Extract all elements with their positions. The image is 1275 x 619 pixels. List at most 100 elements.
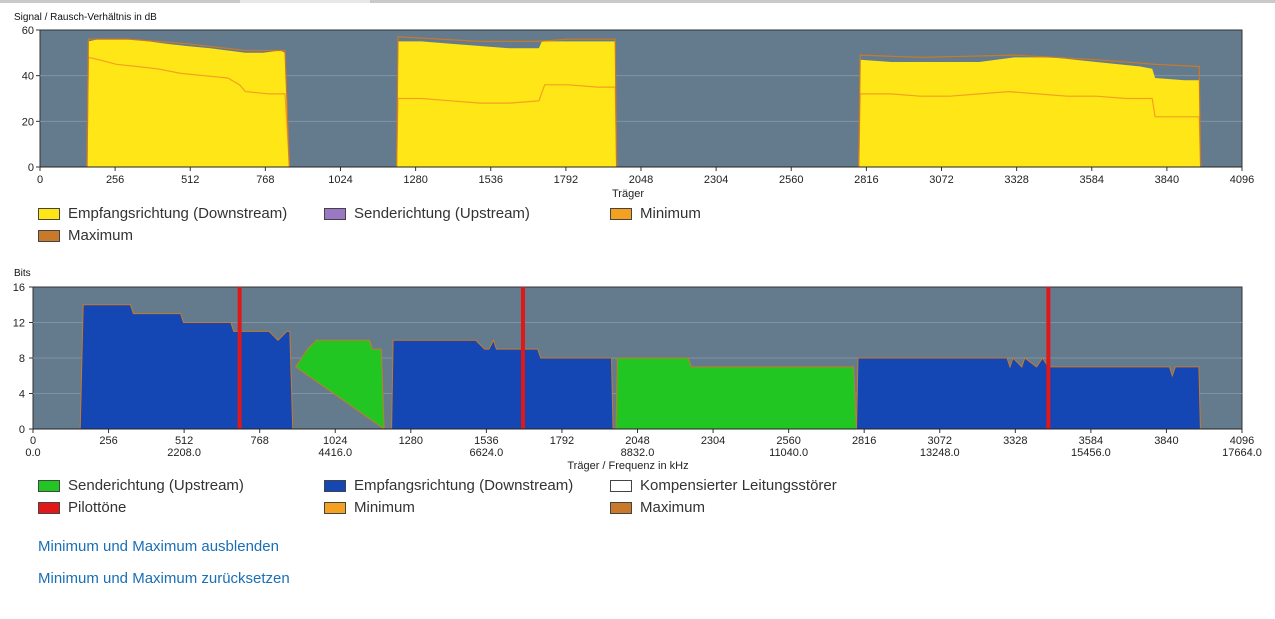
y-tick-label: 20 [22, 116, 34, 128]
bits-upstream-area [295, 339, 385, 430]
legend-label: Senderichtung (Upstream) [68, 477, 244, 494]
legend-swatch [38, 479, 60, 492]
y-tick-label: 60 [22, 25, 34, 37]
legend-item-downstream: Empfangsrichtung (Downstream) [38, 205, 287, 222]
legend-swatch [38, 501, 60, 514]
legend-label: Empfangsrichtung (Downstream) [68, 205, 288, 222]
x-tick-label-khz: 0.0 [25, 447, 40, 459]
bits-chart-title: Bits [14, 268, 31, 279]
x-tick-label-khz: 17664.0 [1222, 447, 1262, 459]
snr-downstream-area [858, 57, 1201, 167]
legend-swatch [38, 207, 60, 220]
x-tick-label: 768 [251, 435, 269, 447]
tab-segment [370, 0, 1275, 3]
x-tick-label: 1280 [399, 435, 423, 447]
x-tick-label: 256 [99, 435, 117, 447]
legend-item-maximum: Maximum [38, 227, 133, 244]
y-tick-label: 40 [22, 71, 34, 83]
x-tick-label: 512 [181, 174, 199, 186]
x-tick-label: 2304 [701, 435, 725, 447]
x-tick-label: 3840 [1155, 174, 1179, 186]
bits-x-axis-label: Träger / Frequenz in kHz [567, 460, 688, 472]
x-tick-label: 3328 [1003, 435, 1027, 447]
tab-segment [0, 0, 240, 3]
x-tick-label: 1792 [554, 174, 578, 186]
reset-minmax-link[interactable]: Minimum und Maximum zurücksetzen [38, 570, 290, 587]
snr-downstream-area [87, 39, 290, 167]
x-tick-label: 2304 [704, 174, 728, 186]
legend-swatch [610, 501, 632, 514]
x-tick-label-khz: 11040.0 [769, 447, 808, 459]
x-tick-label: 1280 [403, 174, 427, 186]
x-tick-label: 3072 [929, 174, 953, 186]
legend-swatch [610, 479, 632, 492]
legend-label: Empfangsrichtung (Downstream) [354, 477, 574, 494]
x-tick-label: 3584 [1079, 435, 1103, 447]
legend-label: Minimum [640, 205, 701, 222]
snr-minimum-line [858, 90, 1202, 168]
x-tick-label: 1792 [550, 435, 574, 447]
x-tick-label: 2560 [776, 435, 800, 447]
snr-minimum-line [396, 84, 618, 168]
x-tick-label-khz: 8832.0 [621, 447, 655, 459]
x-tick-label: 2816 [854, 174, 878, 186]
legend-item-maximum: Maximum [610, 499, 705, 516]
y-tick-label: 16 [13, 282, 25, 294]
snr-maximum-line [858, 54, 1202, 168]
legend-swatch [324, 479, 346, 492]
snr-downstream-area [396, 41, 617, 167]
x-tick-label: 2048 [629, 174, 653, 186]
legend-item-minimum: Minimum [324, 499, 415, 516]
legend-item-upstream: Senderichtung (Upstream) [38, 477, 244, 494]
bits-downstream-area [855, 357, 1201, 430]
snr-chart-title: Signal / Rausch-Verhältnis in dB [14, 12, 157, 23]
tab-strip [0, 0, 1275, 3]
bits-downstream-area [391, 339, 614, 430]
y-tick-label: 12 [13, 318, 25, 330]
x-tick-label: 2816 [852, 435, 876, 447]
x-tick-label: 1024 [328, 174, 352, 186]
legend-swatch [38, 229, 60, 242]
y-tick-label: 8 [19, 353, 25, 365]
x-tick-label: 2048 [625, 435, 649, 447]
legend-swatch [324, 501, 346, 514]
x-tick-label: 1024 [323, 435, 347, 447]
legend-item-compensated: Kompensierter Leitungsstörer [610, 477, 837, 494]
snr-maximum-line [396, 36, 618, 168]
legend-swatch [324, 207, 346, 220]
x-tick-label: 1536 [479, 174, 503, 186]
x-tick-label: 768 [256, 174, 274, 186]
legend-label: Minimum [354, 499, 415, 516]
hide-minmax-link[interactable]: Minimum und Maximum ausblenden [38, 538, 279, 555]
y-tick-label: 0 [28, 162, 34, 174]
x-tick-label: 256 [106, 174, 124, 186]
legend-label: Maximum [640, 499, 706, 516]
snr-x-axis-label: Träger [612, 188, 644, 200]
bits-upstream-area [615, 357, 858, 430]
y-tick-label: 0 [19, 424, 25, 436]
x-tick-label: 4096 [1230, 435, 1254, 447]
legend-item-minimum: Minimum [610, 205, 701, 222]
legend-item-downstream: Empfangsrichtung (Downstream) [324, 477, 573, 494]
x-tick-label-khz: 13248.0 [920, 447, 960, 459]
legend-item-upstream: Senderichtung (Upstream) [324, 205, 530, 222]
x-tick-label-khz: 15456.0 [1071, 447, 1111, 459]
snr-maximum-line [86, 38, 290, 168]
legend-label: Maximum [68, 227, 134, 244]
x-tick-label: 4096 [1230, 174, 1254, 186]
legend-label: Kompensierter Leitungsstörer [640, 477, 837, 494]
legend-item-pilot: Pilottöne [38, 499, 126, 516]
x-tick-label-khz: 4416.0 [318, 447, 352, 459]
legend-label: Pilottöne [68, 499, 127, 516]
x-tick-label: 1536 [474, 435, 498, 447]
x-tick-label: 0 [30, 435, 36, 447]
x-tick-label: 3072 [928, 435, 952, 447]
x-tick-label: 3328 [1004, 174, 1028, 186]
legend-label: Senderichtung (Upstream) [354, 205, 530, 222]
x-tick-label: 3840 [1154, 435, 1178, 447]
x-tick-label: 0 [37, 174, 43, 186]
x-tick-label: 512 [175, 435, 193, 447]
x-tick-label: 2560 [779, 174, 803, 186]
